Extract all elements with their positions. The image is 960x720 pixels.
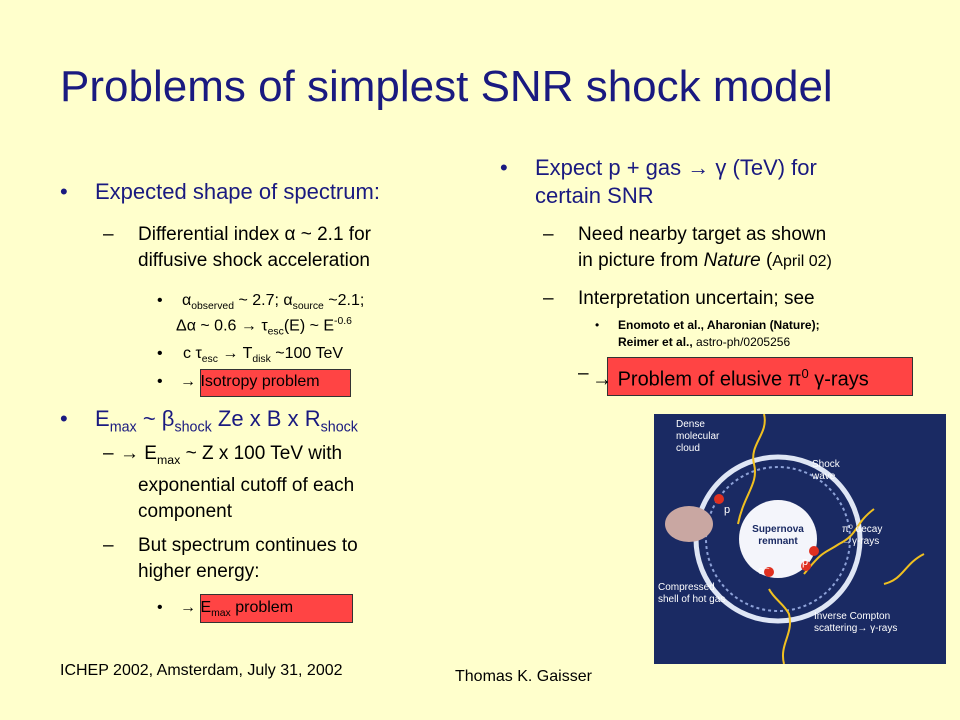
tdisk-line: c τesc → Tdisk ~100 TeV [183,345,344,366]
right-sub-2: Interpretation uncertain; see [578,288,815,309]
dash: – [543,288,554,309]
label-compressed-shell: Compressed shell of hot gas [658,582,726,605]
label-p: p [724,504,731,516]
footer-author: Thomas K. Gaisser [455,668,592,685]
left-bullet-2: Emax ~ βshock Ze x B x Rshock [95,406,358,436]
arrow-icon: → [180,599,196,616]
dash: – [103,443,114,464]
references: Enomoto et al., Aharonian (Nature); Reim… [618,318,820,349]
elusive-highlight [607,357,913,396]
arrow-icon: → [120,443,139,464]
bullet: • [60,179,68,204]
footer-conference: ICHEP 2002, Amsterdam, July 31, 2002 [60,662,343,679]
bullet: • [60,406,68,431]
emax-sub: → Emax ~ Z x 100 TeV with exponential cu… [120,443,355,522]
label-shock-wave: Shock wave [812,459,840,482]
isotropy-problem: Isotropy problem [200,373,320,390]
emax-problem-line: → Emax problem [180,599,294,620]
arrow-icon: → [592,368,612,391]
dash: – [103,224,114,245]
label-p: p [802,556,809,568]
label-electron: e⁻ [758,565,770,577]
right-sub-1: Need nearby target as shown in picture f… [578,224,832,271]
bullet: • [595,318,600,332]
bullet: • [500,155,508,180]
isotropy-line: → Isotropy problem [180,371,320,393]
delta-alpha-line: Δα ~ 0.6 → τesc(E) ~ E-0.6 [176,316,352,338]
isotropy-highlight [200,369,351,397]
label-dense-cloud: Dense molecular cloud [676,419,720,454]
snr-figure: Dense molecular cloud Shock wave Supernova r… [654,414,946,664]
bullet: • [157,292,163,309]
label-supernova-remnant: Supernova remnant [752,524,804,547]
left-sub-1: Differential index α ~ 2.1 for diffusive… [138,224,371,271]
bullet: • [157,345,163,362]
left-bullet-1: Expected shape of spectrum: [95,179,380,204]
snr-diagram [665,414,925,664]
right-bullet-1: Expect p + gas → γ (TeV) for certain SNR [535,155,817,208]
elusive-line: → Problem of elusive π0 γ-rays [592,366,869,391]
arrow-icon: → [240,317,257,335]
dash: – [543,224,554,245]
spectrum-sub: But spectrum continues to higher energy: [138,535,358,582]
label-inverse-compton: Inverse Compton scattering→ γ-rays [814,611,898,634]
emax-highlight [200,594,353,623]
arrow-icon: → [687,155,710,180]
arrow-icon: → [222,345,239,362]
slide-title: Problems of simplest SNR shock model [60,62,833,111]
dash: – [578,363,589,384]
dash: – [103,535,114,556]
arrow-icon: → [180,373,196,390]
alpha-line: αobserved ~ 2.7; αsource ~2.1; [182,292,365,313]
bullet: • [157,599,163,616]
label-pi-decay: π⁰ decay →γ-rays [842,524,883,547]
bullet: • [157,373,163,390]
